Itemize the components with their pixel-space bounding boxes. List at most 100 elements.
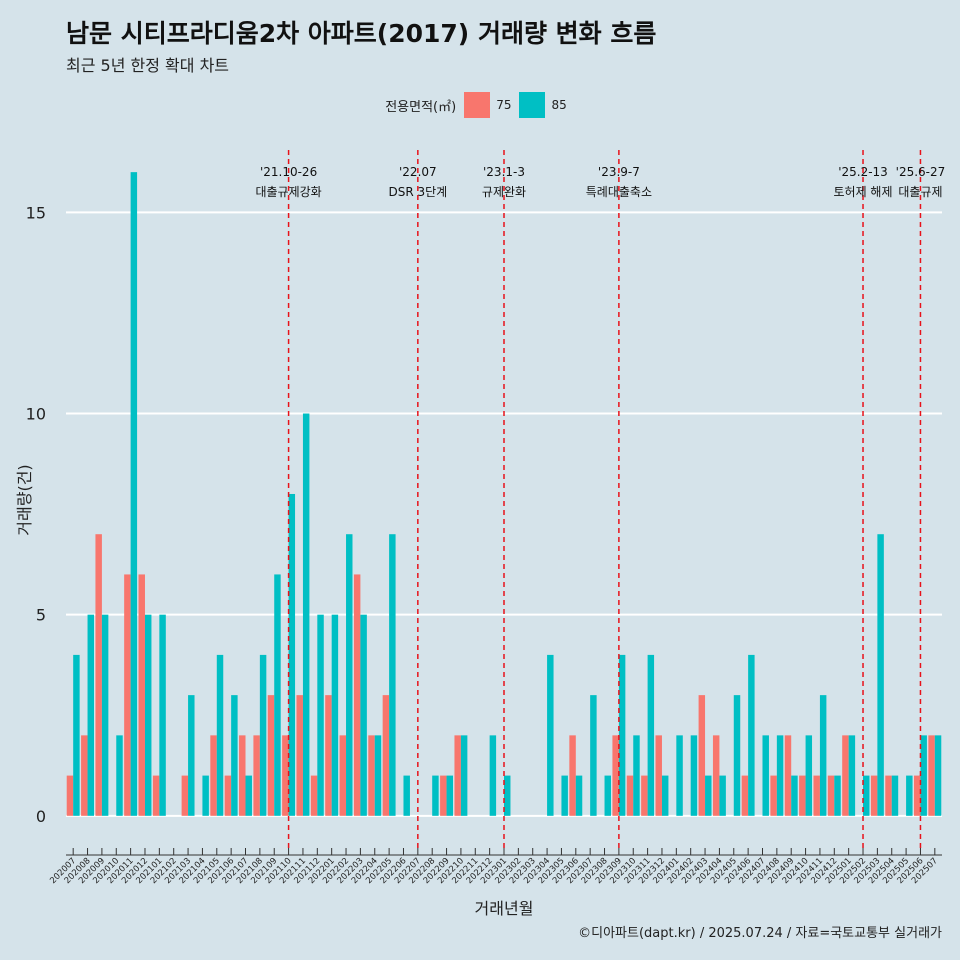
bar-85 [547,654,554,816]
bar-85 [719,775,726,816]
bar-75 [325,695,332,816]
y-tick-label: 0 [36,807,46,826]
event-name-label: 규제완화 [482,185,526,199]
bar-85 [73,654,80,816]
event-name-label: 특례대출축소 [586,185,652,199]
bar-85 [762,735,769,816]
bar-85 [877,534,884,816]
bar-85 [360,614,367,816]
bar-75 [913,775,921,816]
bar-85 [604,775,611,816]
bar-75 [66,775,74,816]
event-date-label: '23.9-7 [598,165,640,179]
bar-75 [569,735,576,816]
bar-85 [403,775,410,816]
bar-85 [87,614,95,816]
bar-85 [633,735,640,816]
event-name-label: 대출규제 [898,185,942,199]
legend-title: 전용면적(㎡) [385,99,457,115]
y-tick-label: 10 [26,405,46,424]
bar-85 [302,413,310,816]
y-tick-label: 5 [36,606,46,625]
bar-85 [374,735,382,816]
legend: 전용면적(㎡) 75 85 [0,92,960,118]
bar-75 [296,695,303,816]
event-name-label: 대출규제강화 [255,185,321,199]
bar-75 [612,735,619,816]
bar-75 [181,775,189,816]
bar-75 [152,775,160,816]
bar-85 [389,534,396,816]
bar-75 [239,735,246,816]
event-name-label: DSR 3단계 [388,185,447,199]
bar-85 [504,775,511,816]
bar-75 [253,735,260,816]
bar-85 [819,695,827,816]
bar-75 [827,775,835,816]
bar-85 [748,654,755,816]
event-date-label: '25.2-13 [838,165,888,179]
bar-85 [776,735,784,816]
bar-85 [288,493,296,816]
bar-85 [202,775,209,816]
bar-75 [784,735,792,816]
legend-item-85: 85 [519,92,567,118]
bar-85 [101,614,109,816]
bar-75 [741,775,749,816]
bar-85 [231,695,238,816]
bar-75 [885,775,892,816]
bar-75 [626,775,634,816]
bar-85 [618,654,626,816]
bar-75 [770,775,777,816]
bar-75 [282,735,289,816]
bar-75 [267,695,275,816]
x-axis-title: 거래년월 [475,899,534,918]
bar-85 [834,775,841,816]
bar-85 [575,775,583,816]
legend-label-75: 75 [496,98,512,112]
bar-75 [353,574,361,816]
event-date-label: '22.07 [399,165,437,179]
bar-85 [590,695,597,816]
bar-75 [928,735,935,816]
bar-75 [641,775,648,816]
bar-85 [489,735,497,816]
bar-85 [432,775,439,816]
bar-75 [799,775,806,816]
bar-85 [733,695,741,816]
legend-label-85: 85 [551,98,567,112]
bar-75 [440,775,447,816]
bar-85 [920,735,927,816]
event-date-label: '23.1-3 [483,165,525,179]
bar-85 [690,735,698,816]
bar-85 [561,775,568,816]
bar-85 [216,654,224,816]
legend-item-75: 75 [464,92,511,118]
legend-swatch-75 [464,92,491,118]
bar-85 [245,775,252,816]
bar-85 [317,614,324,816]
bar-85 [848,735,856,816]
bar-75 [124,574,131,816]
bar-75 [842,735,849,816]
bar-85 [906,775,913,816]
bar-85 [116,735,123,816]
bar-85 [647,654,655,816]
bar-85 [661,775,669,816]
bar-85 [331,614,339,816]
bar-85 [446,775,454,816]
chart-title: 남문 시티프라디움2차 아파트(2017) 거래량 변화 흐름 [66,19,657,48]
bar-75 [454,735,461,816]
bar-75 [655,735,662,816]
bar-75 [382,695,390,816]
bar-85 [934,735,942,816]
bar-75 [224,775,232,816]
bar-75 [368,735,375,816]
bar-75 [81,735,88,816]
bar-85 [144,614,152,816]
bar-85 [791,775,798,816]
bar-75 [95,534,102,816]
y-tick-label: 15 [26,203,46,222]
bar-75 [310,775,318,816]
